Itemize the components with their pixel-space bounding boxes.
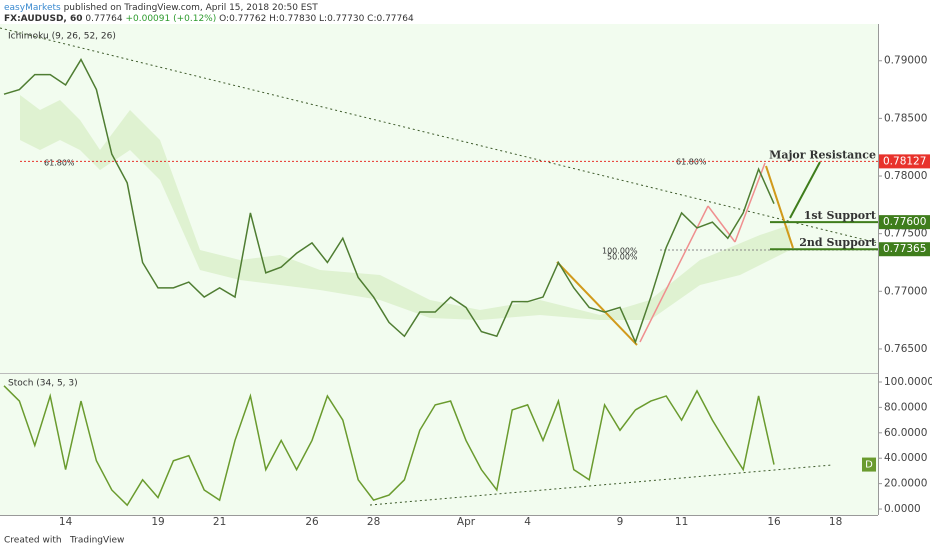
ohlc: O:0.77762 H:0.77830 L:0.77730 C:0.77764 — [219, 14, 414, 24]
projection — [639, 162, 766, 343]
created-with: Created with — [4, 536, 62, 546]
arrows — [556, 165, 794, 346]
x-tick-label: 9 — [617, 516, 624, 528]
published: published on TradingView.com, April 15, … — [64, 3, 319, 13]
trend-line — [0, 27, 879, 244]
y-tick-label: 60.0000 — [884, 427, 927, 439]
fib-label: 61.80% — [44, 159, 75, 168]
y-tick-label: 100.0000 — [884, 376, 932, 388]
last-price: 0.77764 — [85, 14, 122, 24]
y-tick-label: 0.77500 — [884, 228, 927, 240]
fib-label: 100.00% — [602, 247, 638, 256]
y-tick-label: 0.78000 — [884, 170, 927, 182]
level-value: 0.78127 — [883, 155, 926, 167]
symbol: FX:AUDUSD, 60 — [4, 14, 83, 24]
fib-label: 50.00% — [607, 253, 638, 262]
y-tick-label: 0.79000 — [884, 55, 927, 67]
y-tick-label: 0.76500 — [884, 343, 927, 355]
legend-box — [862, 457, 876, 472]
level-name: 1st Support — [804, 209, 877, 222]
x-tick-label: 18 — [829, 516, 842, 528]
level-box — [879, 154, 930, 169]
header-line: easyMarkets published on TradingView.com… — [4, 3, 318, 13]
y-tick-label: 0.0000 — [884, 503, 921, 515]
level-box — [879, 242, 930, 257]
arrow-up — [789, 161, 821, 219]
x-tick-label: 21 — [213, 516, 226, 528]
indicator-label: Ichimoku (9, 26, 52, 26) — [8, 32, 116, 42]
level-name: 2nd Support — [799, 236, 877, 249]
change: +0.00091 (+0.12%) — [125, 14, 216, 24]
x-tick-label: 11 — [675, 516, 688, 528]
brand: TradingView — [69, 536, 124, 546]
price-line — [3, 58, 775, 345]
ichimoku-cloud — [20, 95, 790, 320]
publisher: easyMarkets — [4, 3, 61, 13]
x-tick-label: 4 — [524, 516, 531, 528]
fib-label: 61.80% — [676, 158, 707, 167]
y-tick-label: 20.0000 — [884, 478, 927, 490]
x-tick-label: Apr — [457, 516, 476, 528]
y-tick-label: 0.77000 — [884, 285, 927, 297]
x-tick-label: 16 — [767, 516, 781, 528]
level-name: Major Resistance — [769, 148, 876, 161]
price-line — [3, 385, 775, 507]
x-tick-label: 14 — [59, 516, 73, 528]
x-tick-label: 28 — [367, 516, 380, 528]
y-tick-label: 0.78500 — [884, 112, 927, 124]
y-tick-label: 80.0000 — [884, 401, 927, 413]
stoch-trend-line — [369, 464, 833, 506]
level-value: 0.77365 — [883, 243, 926, 255]
indicator-label: Stoch (34, 5, 3) — [8, 379, 78, 389]
level-value: 0.77600 — [883, 216, 926, 228]
legend-label: D — [865, 460, 873, 471]
x-tick-label: 19 — [151, 516, 164, 528]
x-tick-label: 26 — [305, 516, 319, 528]
level-box — [879, 215, 930, 230]
y-tick-label: 40.0000 — [884, 452, 927, 464]
symbol-line: FX:AUDUSD, 60 0.77764 +0.00091 (+0.12%) … — [4, 14, 414, 24]
